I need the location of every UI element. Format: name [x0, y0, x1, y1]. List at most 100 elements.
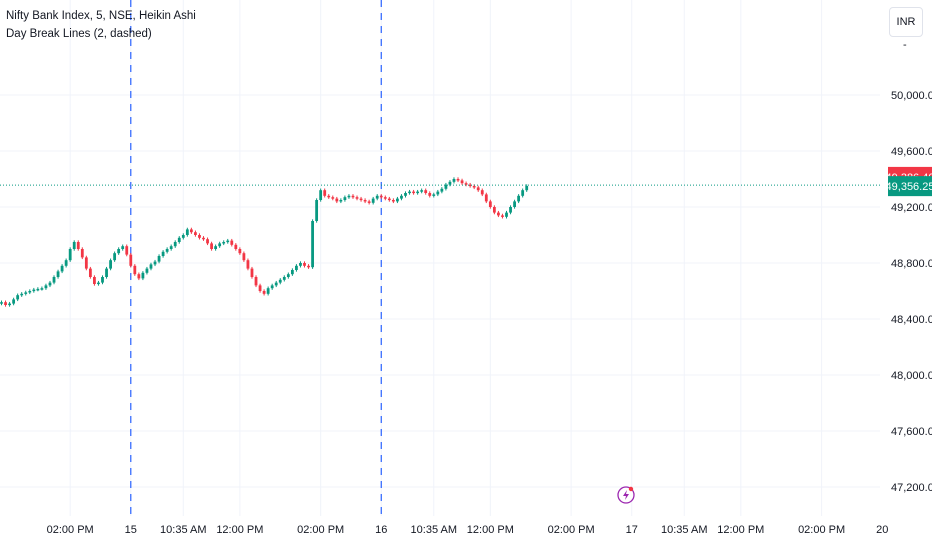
time-tick-label: 10:35 AM [411, 524, 457, 536]
candle-body [286, 274, 290, 277]
candle-body [262, 291, 266, 294]
candle-body [363, 200, 367, 202]
time-tick-label: 10:35 AM [661, 524, 707, 536]
price-tick-label: 48,400.00 [891, 314, 932, 326]
price-tick-label: 49,600.00 [891, 146, 932, 158]
candle-body [254, 277, 258, 286]
candle-body [72, 242, 76, 249]
lightning-icon[interactable] [617, 486, 635, 504]
candle-body [242, 253, 246, 261]
candle-body [230, 240, 234, 245]
price-tick-label: 47,200.00 [891, 482, 932, 494]
candle-body [476, 187, 480, 191]
candle-body [448, 181, 452, 185]
candle-body [101, 277, 104, 283]
candle-body [379, 195, 383, 198]
symbol-title[interactable]: Nifty Bank Index, 5, NSE, Heikin Ashi [6, 10, 196, 22]
time-axis[interactable]: 02:00 PM 15 10:35 AM 12:00 PM 02:00 PM 16 10:3… [47, 524, 889, 536]
candle-body [109, 260, 112, 269]
candle-body [472, 186, 476, 188]
candle-body [129, 254, 133, 266]
candle-body [121, 246, 125, 249]
time-tick-label: 12:00 PM [467, 524, 514, 536]
price-badge-label: 49,356.25 [886, 181, 932, 193]
chart-legend: Nifty Bank Index, 5, NSE, Heikin Ashi Da… [6, 7, 196, 43]
candle-body [133, 265, 137, 275]
candle-body [355, 197, 359, 199]
candle-body [189, 229, 193, 233]
candle-body [153, 261, 157, 265]
candle-body [432, 194, 436, 196]
time-tick-label: 15 [125, 524, 137, 536]
candle-body [505, 212, 508, 217]
candle-body [420, 190, 424, 192]
candle-body [52, 277, 56, 283]
price-badges: 49,386.4049,356.25 [886, 166, 932, 197]
candle-body [44, 285, 48, 289]
candle-body [484, 194, 488, 202]
candle-body [331, 197, 335, 199]
candle-body [68, 249, 72, 261]
candle-body [214, 246, 218, 249]
candle-body [521, 190, 525, 196]
candle-body [117, 249, 121, 254]
candle-body [351, 195, 355, 198]
candle-body [137, 274, 141, 279]
candle-body [311, 221, 314, 268]
candle-body [464, 183, 468, 185]
candle-body [383, 197, 387, 199]
candle-body [315, 200, 319, 221]
candle-body [416, 191, 420, 194]
price-tick-label: 50,000.00 [891, 90, 932, 102]
candle-body [501, 215, 504, 217]
candle-body [246, 260, 250, 269]
candle-body [396, 198, 399, 202]
candle-body [278, 279, 282, 283]
candle-body [359, 198, 363, 201]
candle-body [206, 239, 209, 244]
candle-body [0, 302, 3, 304]
candle-body [460, 180, 464, 184]
candle-body [181, 235, 185, 238]
candle-body [165, 249, 169, 252]
currency-button[interactable]: INR [889, 7, 923, 37]
candle-body [319, 190, 323, 200]
candle-body [436, 191, 440, 195]
candle-body [20, 293, 24, 296]
price-tick-label: 49,200.00 [891, 202, 932, 214]
candle-body [194, 232, 197, 235]
candle-body [80, 249, 84, 258]
candle-body [412, 191, 415, 194]
candle-body [48, 282, 52, 286]
price-axis[interactable]: 50,000.00 49,600.00 49,200.00 48,800.00 48,4… [891, 39, 932, 494]
candle-body [274, 282, 278, 286]
candle-body [282, 277, 286, 280]
candle-body [97, 282, 100, 285]
candle-body [270, 285, 274, 289]
candle-body [40, 288, 44, 290]
price-tick-label: 47,600.00 [891, 426, 932, 438]
candle-body [88, 268, 92, 277]
candle-body [440, 188, 444, 192]
price-badge [888, 176, 932, 197]
candle-body [367, 201, 371, 203]
candle-body [32, 289, 36, 292]
candle-body [400, 195, 403, 199]
candle-body [113, 253, 117, 261]
candle-body [177, 237, 181, 242]
candle-body [371, 198, 375, 203]
candle-body [452, 179, 456, 182]
candle-body [8, 303, 11, 306]
candle-body [56, 271, 60, 277]
candle-body [125, 246, 129, 255]
indicator-label[interactable]: Day Break Lines (2, dashed) [6, 28, 152, 40]
candle-body [428, 193, 432, 196]
time-tick-label: 10:35 AM [160, 524, 206, 536]
day-break-lines [130, 0, 382, 516]
candle-body [28, 291, 32, 293]
candle-body [76, 242, 80, 249]
candle-body [303, 263, 306, 266]
candle-body [185, 229, 189, 235]
